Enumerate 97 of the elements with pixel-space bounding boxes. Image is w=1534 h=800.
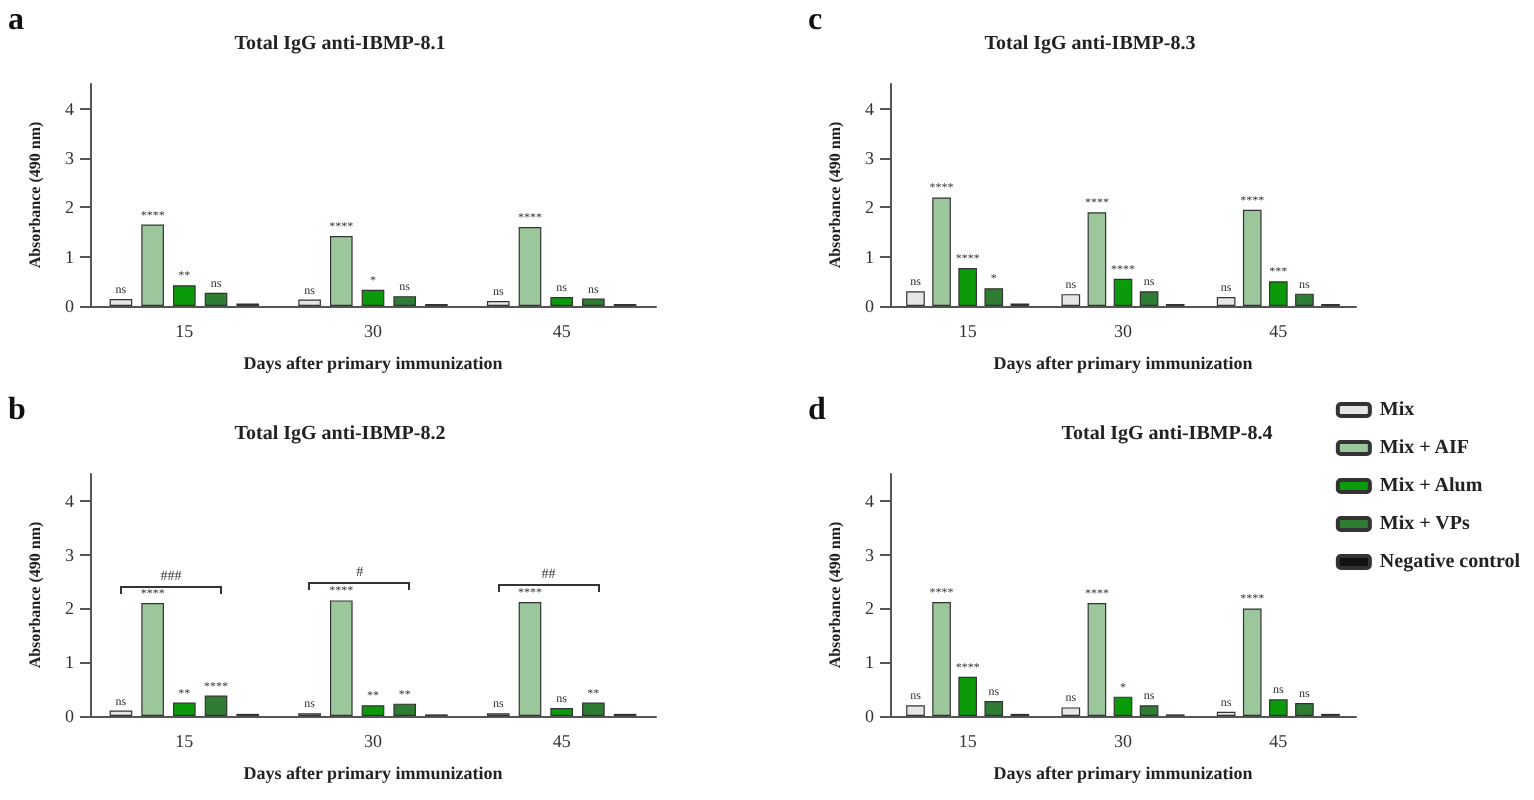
bar bbox=[141, 224, 164, 306]
x-tick-label: 30 bbox=[1114, 321, 1133, 341]
bar bbox=[1113, 696, 1133, 716]
y-tick-label: 2 bbox=[65, 197, 74, 218]
bar bbox=[958, 676, 977, 716]
y-tick-label: 0 bbox=[65, 296, 75, 316]
bar bbox=[550, 297, 573, 306]
bar bbox=[1295, 703, 1314, 716]
x-axis-title: Days after primary immunization bbox=[243, 763, 503, 783]
y-tick-label: 2 bbox=[65, 598, 74, 619]
bar bbox=[109, 710, 133, 716]
x-tick-label: 15 bbox=[175, 731, 195, 751]
legend-label: Mix bbox=[1379, 399, 1415, 421]
legend-label: Mix + VPs bbox=[1379, 513, 1470, 535]
bar bbox=[204, 695, 228, 716]
bar bbox=[1087, 212, 1107, 306]
y-tick-label: 3 bbox=[65, 544, 75, 565]
y-tick-label: 4 bbox=[65, 490, 75, 511]
bar bbox=[393, 296, 417, 306]
y-tick-label: 0 bbox=[865, 296, 875, 316]
bar bbox=[1139, 291, 1159, 306]
bar bbox=[361, 705, 385, 716]
bar bbox=[984, 700, 1004, 716]
bar bbox=[329, 235, 353, 306]
y-tick-label: 3 bbox=[65, 148, 75, 168]
y-axis-title: Absorbance (490 nm) bbox=[826, 121, 845, 269]
bar bbox=[1216, 297, 1236, 306]
x-axis-title: Days after primary immunization bbox=[993, 353, 1253, 373]
chart-title: Total IgG anti-IBMP-8.4 bbox=[1061, 423, 1273, 445]
bar bbox=[329, 600, 353, 716]
x-axis-title: Days after primary immunization bbox=[993, 763, 1253, 783]
legend-label: Negative control bbox=[1379, 551, 1521, 573]
y-tick-label: 1 bbox=[865, 246, 874, 267]
bar bbox=[550, 707, 573, 716]
chart-title: Total IgG anti-IBMP-8.1 bbox=[234, 33, 446, 55]
x-tick-label: 45 bbox=[552, 731, 572, 751]
x-tick-label: 45 bbox=[552, 321, 572, 341]
bar bbox=[141, 603, 164, 716]
bar bbox=[1269, 699, 1288, 716]
y-axis-title: Absorbance (490 nm) bbox=[826, 521, 845, 669]
chart-title: Total IgG anti-IBMP-8.3 bbox=[984, 33, 1196, 55]
y-axis-title: Absorbance (490 nm) bbox=[26, 121, 45, 269]
y-tick-label: 4 bbox=[865, 98, 875, 119]
y-tick-label: 0 bbox=[865, 706, 875, 726]
bar bbox=[582, 298, 605, 306]
bar bbox=[173, 285, 196, 306]
bar bbox=[204, 292, 228, 306]
y-tick-label: 2 bbox=[865, 598, 874, 619]
bar bbox=[518, 227, 542, 306]
bar bbox=[932, 601, 951, 716]
bar bbox=[1061, 707, 1081, 716]
bar bbox=[518, 601, 542, 716]
bar bbox=[906, 705, 925, 716]
bar bbox=[932, 197, 951, 306]
x-tick-label: 30 bbox=[364, 731, 383, 751]
bar bbox=[393, 703, 417, 716]
bar bbox=[1242, 608, 1262, 716]
bar bbox=[958, 268, 977, 306]
x-axis-title: Days after primary immunization bbox=[243, 353, 503, 373]
y-tick-label: 0 bbox=[65, 706, 75, 726]
y-tick-label: 1 bbox=[65, 246, 74, 267]
y-tick-label: 4 bbox=[65, 98, 75, 119]
y-axis-title: Absorbance (490 nm) bbox=[26, 521, 45, 669]
y-tick-label: 3 bbox=[865, 148, 875, 168]
bar bbox=[1242, 209, 1262, 306]
y-tick-label: 1 bbox=[65, 652, 74, 673]
x-tick-label: 30 bbox=[364, 321, 383, 341]
y-tick-label: 3 bbox=[865, 544, 875, 565]
x-tick-label: 15 bbox=[958, 321, 978, 341]
chart-title: Total IgG anti-IBMP-8.2 bbox=[234, 423, 446, 445]
text: a bbox=[8, 3, 24, 37]
x-tick-label: 15 bbox=[175, 321, 195, 341]
legend-label: Mix + Alum bbox=[1379, 475, 1484, 497]
y-tick-label: 4 bbox=[865, 490, 875, 511]
bar bbox=[582, 702, 605, 716]
bar bbox=[173, 702, 196, 716]
bar bbox=[361, 289, 385, 306]
bar bbox=[1061, 294, 1081, 306]
x-tick-label: 45 bbox=[1269, 731, 1289, 751]
text: b bbox=[8, 393, 26, 427]
text: c bbox=[808, 3, 823, 37]
bar bbox=[298, 299, 321, 306]
y-tick-label: 1 bbox=[865, 652, 874, 673]
bar bbox=[1295, 293, 1314, 306]
y-tick-label: 2 bbox=[865, 197, 874, 218]
x-tick-label: 45 bbox=[1269, 321, 1289, 341]
bar bbox=[984, 288, 1004, 306]
bar bbox=[1269, 281, 1288, 306]
bar bbox=[1087, 603, 1107, 716]
bar bbox=[109, 299, 133, 306]
x-tick-label: 15 bbox=[958, 731, 978, 751]
x-tick-label: 30 bbox=[1114, 731, 1133, 751]
bar bbox=[1139, 705, 1159, 716]
legend-label: Mix + AIF bbox=[1379, 437, 1470, 459]
text: d bbox=[808, 393, 826, 427]
bar bbox=[906, 291, 925, 306]
bar bbox=[1113, 278, 1133, 306]
